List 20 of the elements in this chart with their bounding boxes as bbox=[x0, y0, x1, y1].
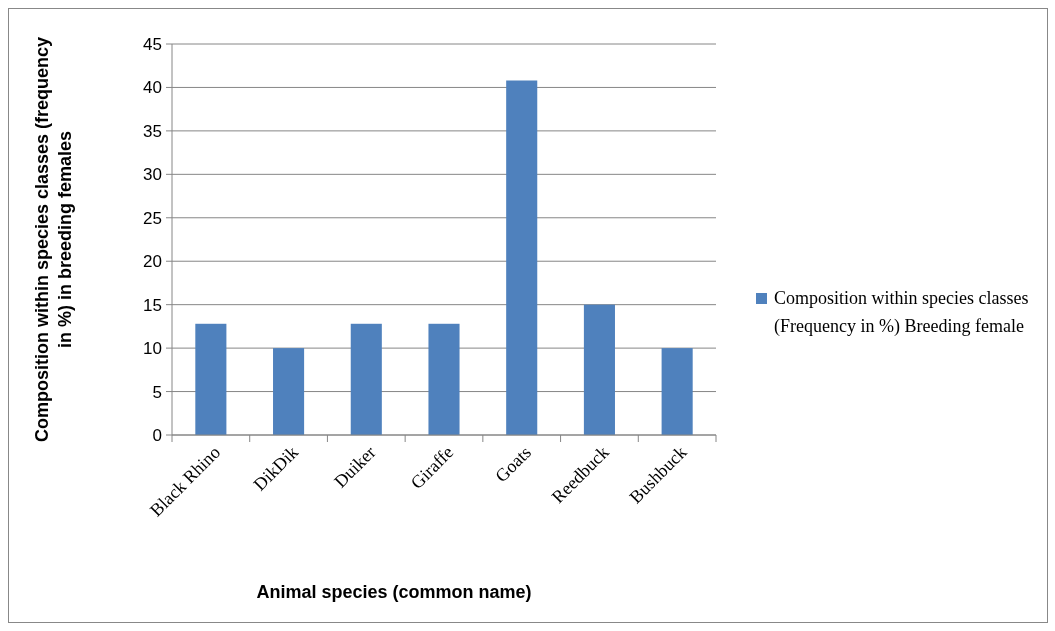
y-tick-label: 0 bbox=[152, 425, 162, 445]
y-tick-label: 10 bbox=[143, 339, 162, 359]
y-tick-label: 40 bbox=[143, 78, 162, 98]
y-tick-label: 35 bbox=[143, 121, 162, 141]
bar bbox=[506, 80, 538, 435]
bar bbox=[195, 323, 227, 435]
y-tick-label: 45 bbox=[143, 34, 162, 54]
y-tick-label: 30 bbox=[143, 165, 162, 185]
y-tick-label: 25 bbox=[143, 208, 162, 228]
y-tick-label: 15 bbox=[143, 295, 162, 315]
y-tick-label: 20 bbox=[143, 252, 162, 272]
bar bbox=[350, 323, 382, 435]
bar bbox=[583, 304, 615, 435]
legend-label: Composition within species classes (Frequency in %) Breeding female bbox=[774, 288, 1029, 337]
bar bbox=[428, 323, 460, 435]
y-tick-label: 5 bbox=[152, 382, 162, 402]
x-axis-title: Animal species (common name) bbox=[256, 582, 532, 602]
bar bbox=[273, 348, 305, 435]
bar bbox=[661, 348, 693, 435]
y-axis-title: Composition within species classes (frequency in %) in breeding females bbox=[32, 36, 75, 443]
